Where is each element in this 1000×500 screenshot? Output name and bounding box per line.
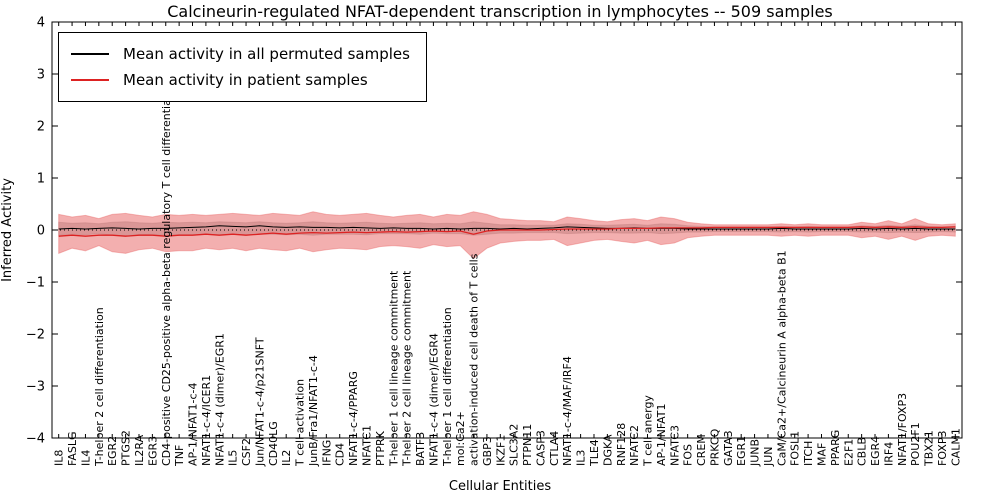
- x-tick-label: TBX21: [923, 430, 936, 467]
- x-tick-label: PPARG: [829, 430, 842, 466]
- y-tick-label: −3: [26, 380, 45, 395]
- x-tick-label: GATA3: [722, 430, 735, 466]
- x-tick-label: AP-1/NFAT1-c-4: [187, 382, 200, 466]
- x-tick-label: TLE4: [588, 439, 601, 467]
- x-tick-label: BATF3: [414, 432, 427, 466]
- band-patient-samples-range: [58, 211, 956, 260]
- x-tick-label: CaM/Ca2+/Calcineurin A alpha-beta B1: [775, 250, 788, 466]
- x-tick-label: E2F1: [842, 439, 855, 466]
- x-tick-label: activation-induced cell death of T cells: [468, 253, 481, 466]
- x-tick-label: CTLA4: [548, 431, 561, 466]
- x-tick-label: AP-1/NFAT1: [655, 403, 668, 466]
- series-line-0: [58, 225, 956, 230]
- x-tick-label: IFNG: [320, 440, 333, 466]
- legend-label: Mean activity in all permuted samples: [123, 45, 410, 63]
- x-tick-label: CREM: [695, 434, 708, 466]
- legend-entry-patient: Mean activity in patient samples: [71, 67, 410, 93]
- x-tick-label: SLC3A2: [508, 424, 521, 466]
- y-tick-label: 4: [37, 16, 45, 31]
- x-tick-label: IL8: [53, 450, 66, 466]
- x-tick-label: FOXP3: [936, 431, 949, 466]
- x-tick-label: CD4-positive CD25-positive alpha-beta re…: [160, 78, 173, 466]
- x-tick-label: EGR3: [146, 436, 159, 466]
- x-tick-label: DGKA: [601, 434, 614, 466]
- x-axis-label: Cellular Entities: [448, 479, 552, 494]
- x-tick-label: FOSL1: [789, 431, 802, 466]
- black-line-icon: [71, 53, 109, 55]
- x-tick-label: GBP3: [481, 436, 494, 466]
- x-tick-label: T-helper 2 cell lineage commitment: [401, 270, 414, 467]
- x-tick-label: mol:Ca2+: [454, 411, 467, 466]
- x-tick-label: MAF: [816, 443, 829, 466]
- x-tick-label: PTPRK: [374, 430, 387, 466]
- x-tick-label: CASP3: [535, 430, 548, 466]
- x-tick-label: T-helper 1 cell lineage commitment: [387, 270, 400, 467]
- x-tick-label: IL3: [575, 450, 588, 466]
- y-tick-label: −4: [26, 432, 45, 447]
- x-tick-label: EGR2: [106, 436, 119, 466]
- red-line-icon: [71, 79, 109, 81]
- x-tick-label: CALM1: [949, 428, 962, 466]
- legend-entry-permuted: Mean activity in all permuted samples: [71, 41, 410, 67]
- x-tick-label: PRKCQ: [708, 428, 721, 466]
- x-tick-label: NFATC2: [628, 425, 641, 466]
- legend-label: Mean activity in patient samples: [123, 71, 368, 89]
- x-tick-label: NFAT1-c-4 (dimer)/EGR4: [427, 333, 440, 466]
- x-tick-label: CBLB: [856, 437, 869, 466]
- x-tick-label: T-helper 1 cell differentiation: [441, 307, 454, 467]
- chart-title: Calcineurin-regulated NFAT-dependent tra…: [167, 2, 833, 21]
- x-tick-label: ITCH: [802, 441, 815, 466]
- x-tick-label: T cell anergy: [642, 395, 655, 467]
- x-tick-label: JUN: [762, 446, 775, 467]
- y-tick-label: 1: [37, 172, 45, 187]
- y-axis-label: Inferred Activity: [0, 178, 15, 282]
- x-tick-label: T cell activation: [294, 379, 307, 467]
- x-tick-label: EGR1: [735, 436, 748, 466]
- x-tick-label: POU2F1: [909, 422, 922, 466]
- x-tick-label: IL5: [227, 450, 240, 466]
- x-tick-label: PTGS2: [120, 430, 133, 466]
- x-tick-label: FASLG: [66, 432, 79, 466]
- x-tick-label: NFAT1-c-4 (dimer)/EGR1: [213, 333, 226, 466]
- x-tick-label: NFATC3: [668, 425, 681, 466]
- x-tick-label: IRF4: [882, 442, 895, 466]
- y-tick-label: −2: [26, 328, 45, 343]
- y-tick-label: 0: [37, 224, 45, 239]
- y-tick-label: −1: [26, 276, 45, 291]
- x-tick-label: CD40LG: [267, 421, 280, 466]
- x-tick-label: NFAT1/FOXP3: [896, 393, 909, 466]
- series-line-1: [58, 226, 956, 237]
- x-tick-label: CSF2: [240, 438, 253, 466]
- x-tick-label: JunB/Fra1/NFAT1-c-4: [307, 355, 320, 467]
- x-tick-label: PTPN11: [521, 424, 534, 466]
- y-tick-label: 3: [37, 68, 45, 83]
- x-tick-label: RNF128: [615, 423, 628, 466]
- x-tick-label: IL2: [280, 450, 293, 466]
- x-tick-label: NFAT1-c-4/PPARG: [347, 371, 360, 466]
- x-tick-label: TNF: [173, 445, 186, 467]
- x-tick-label: EGR4: [869, 436, 882, 466]
- x-tick-label: NFAT1-c-4/MAF/IRF4: [561, 356, 574, 466]
- y-tick-label: 2: [37, 120, 45, 135]
- x-tick-label: T-helper 2 cell differentiation: [93, 307, 106, 467]
- x-tick-label: IL4: [80, 450, 93, 466]
- x-tick-label: IL2RA: [133, 434, 146, 466]
- x-tick-label: CD4: [334, 443, 347, 466]
- x-tick-label: JUNB: [749, 439, 762, 467]
- x-tick-label: FOS: [682, 444, 695, 466]
- x-tick-label: NFAT1-c-4/ICER1: [200, 375, 213, 466]
- x-tick-label: Jun/NFAT1-c-4/p21SNFT: [253, 337, 266, 467]
- x-tick-label: IKZF1: [494, 435, 507, 466]
- legend: Mean activity in all permuted samples Me…: [58, 32, 427, 102]
- x-tick-label: NFATC1: [361, 425, 374, 466]
